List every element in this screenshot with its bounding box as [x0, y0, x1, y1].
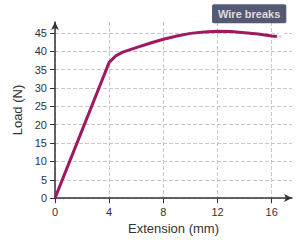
svg-text:25: 25	[35, 100, 47, 112]
svg-text:45: 45	[35, 27, 47, 39]
svg-text:5: 5	[41, 174, 47, 186]
svg-text:8: 8	[160, 206, 166, 218]
svg-text:20: 20	[35, 119, 47, 131]
svg-text:Wire breaks: Wire breaks	[218, 8, 280, 20]
svg-text:40: 40	[35, 45, 47, 57]
svg-text:0: 0	[52, 206, 58, 218]
svg-text:10: 10	[35, 155, 47, 167]
svg-text:35: 35	[35, 64, 47, 76]
svg-text:Load (N): Load (N)	[10, 85, 25, 136]
svg-text:4: 4	[106, 206, 112, 218]
svg-text:0: 0	[41, 192, 47, 204]
svg-text:30: 30	[35, 82, 47, 94]
svg-text:15: 15	[35, 137, 47, 149]
svg-text:16: 16	[266, 206, 278, 218]
svg-text:12: 12	[211, 206, 223, 218]
svg-text:Extension (mm): Extension (mm)	[128, 221, 219, 236]
